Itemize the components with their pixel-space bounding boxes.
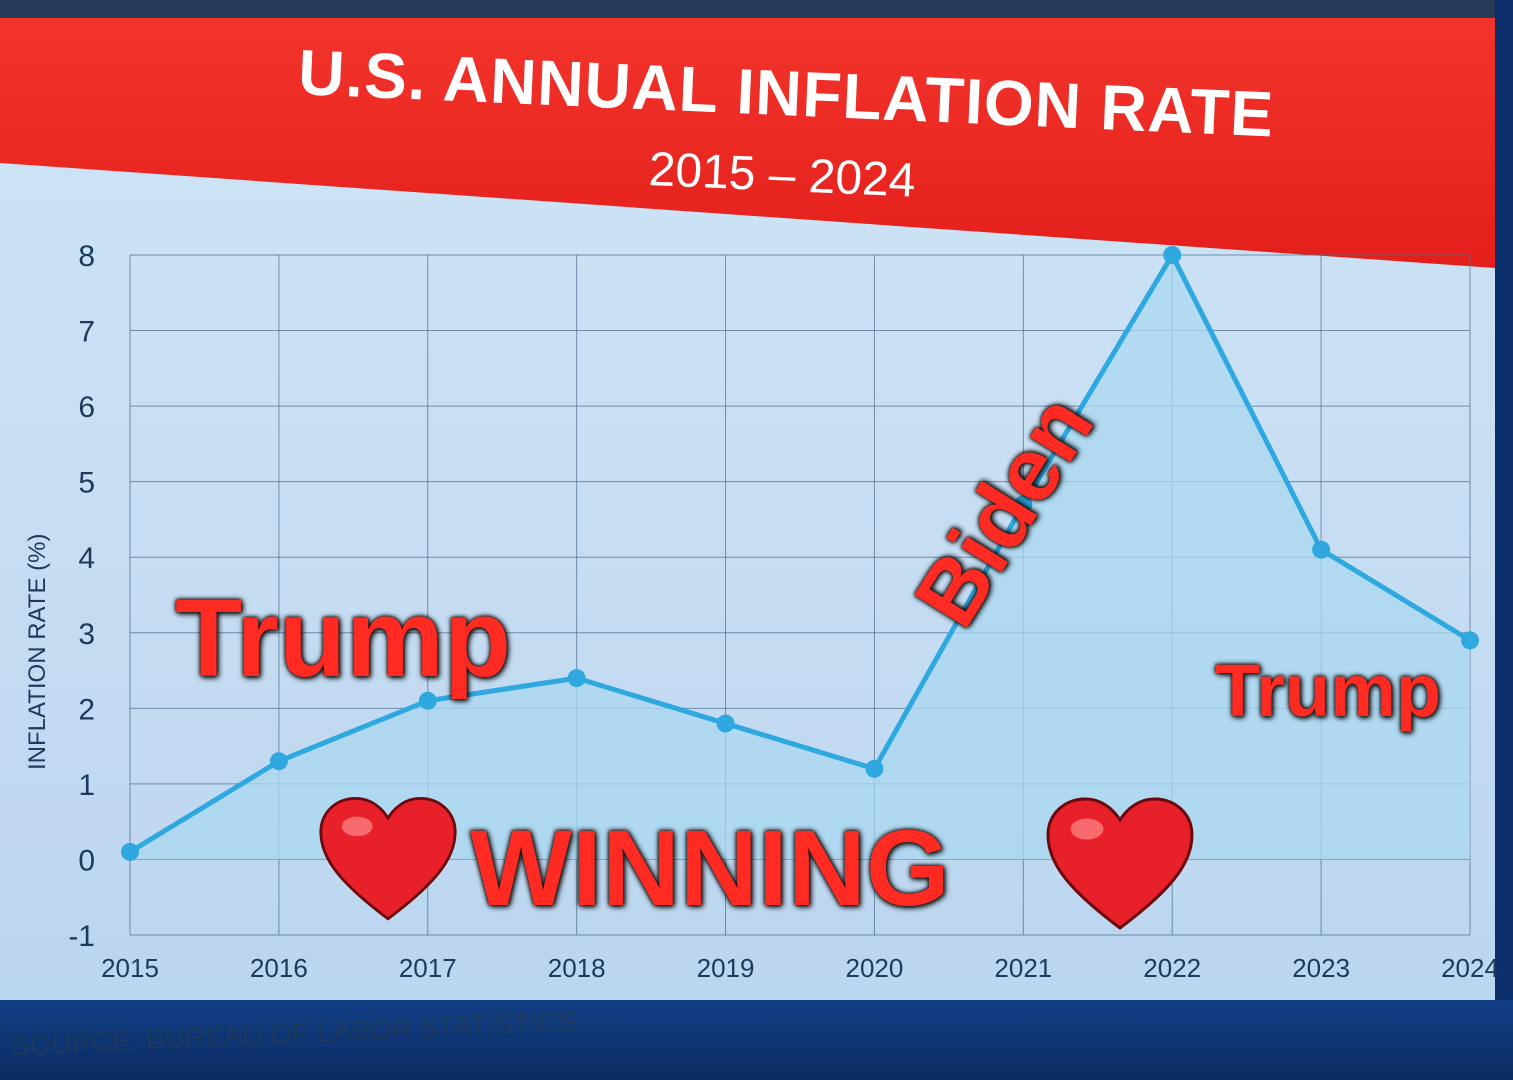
y-tick-label: 0 xyxy=(78,844,95,877)
data-point xyxy=(121,842,139,861)
series-line-path xyxy=(128,252,1472,855)
annotation-winning: WINNING xyxy=(470,807,950,928)
x-tick-label: 2020 xyxy=(846,953,904,983)
x-tick-label: 2017 xyxy=(399,953,457,983)
y-tick-label: 5 xyxy=(78,467,95,500)
x-tick-label: 2023 xyxy=(1292,953,1350,983)
x-tick-label: 2016 xyxy=(250,953,308,983)
data-points xyxy=(121,246,1479,861)
x-tick-label: 2024 xyxy=(1441,953,1499,983)
data-point xyxy=(716,714,735,733)
backdrop-top xyxy=(0,0,1513,20)
annotation-trump-left: Trump xyxy=(175,577,512,700)
heart-icon xyxy=(1046,797,1194,930)
y-tick-label: 1 xyxy=(78,769,95,802)
x-tick-label: 2022 xyxy=(1143,953,1201,983)
y-tick-label: 8 xyxy=(78,240,95,273)
data-point xyxy=(1461,631,1479,650)
x-tick-label: 2015 xyxy=(101,953,159,983)
y-tick-label: -1 xyxy=(68,920,95,953)
backdrop-right xyxy=(1495,0,1513,1080)
x-tick-label: 2019 xyxy=(697,953,755,983)
data-point xyxy=(865,759,884,778)
area-path xyxy=(130,255,1470,860)
y-tick-label: 3 xyxy=(78,618,95,651)
area-fill xyxy=(130,255,1470,860)
series-line xyxy=(128,252,1472,855)
y-tick-labels: -1 0 1 2 3 4 5 6 7 8 xyxy=(68,240,95,953)
y-axis-label: INFLATION RATE (%) xyxy=(24,533,51,770)
data-point xyxy=(418,691,437,710)
annotation-trump-right: Trump xyxy=(1215,649,1442,732)
heart-icon xyxy=(319,796,457,921)
backdrop-bottom xyxy=(0,1000,1513,1080)
data-point xyxy=(1163,246,1182,264)
data-point xyxy=(567,669,586,688)
x-tick-label: 2018 xyxy=(548,953,606,983)
y-tick-label: 7 xyxy=(78,316,95,349)
y-tick-label: 2 xyxy=(78,693,95,726)
data-point xyxy=(1312,540,1331,559)
data-point xyxy=(1014,495,1033,514)
x-tick-labels: 2015 2016 2017 2018 2019 2020 2021 2022 2023 2024 xyxy=(101,953,1499,983)
y-tick-label: 6 xyxy=(78,391,95,424)
data-point xyxy=(269,752,288,771)
y-tick-label: 4 xyxy=(78,542,95,575)
x-tick-label: 2021 xyxy=(994,953,1052,983)
